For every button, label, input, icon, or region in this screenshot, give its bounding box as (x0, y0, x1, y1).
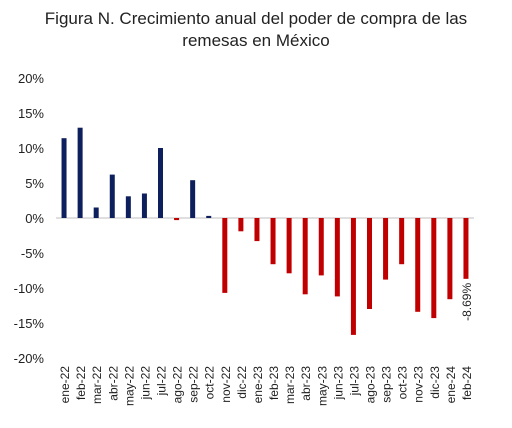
bar-sep-23 (383, 218, 389, 280)
y-tick-label: -15% (14, 316, 45, 331)
bar-feb-24 (463, 218, 469, 279)
x-tick-label: ago-23 (364, 366, 378, 404)
bar-jun-22 (141, 193, 147, 218)
bar-mar-23 (286, 218, 292, 274)
bar-ene-23 (254, 218, 260, 242)
bar-jun-23 (334, 218, 340, 297)
x-tick-label: jun-22 (138, 366, 152, 401)
x-tick-label: ene-22 (58, 366, 72, 404)
bar-nov-23 (415, 218, 421, 312)
chart-title: Figura N. Crecimiento anual del poder de… (0, 8, 512, 52)
bar-sep-22 (190, 180, 196, 218)
x-tick-label: sep-23 (380, 366, 394, 403)
bar-jul-23 (350, 218, 356, 335)
y-tick-label: -20% (14, 351, 45, 366)
y-tick-label: -10% (14, 281, 45, 296)
y-tick-label: 5% (25, 176, 44, 191)
bar-ago-22 (174, 218, 180, 221)
bar-abr-23 (302, 218, 308, 295)
y-tick-label: 10% (18, 141, 44, 156)
bar-mar-22 (93, 207, 99, 218)
bar-oct-23 (399, 218, 405, 265)
x-tick-label: jul-22 (155, 366, 169, 397)
x-tick-label: oct-23 (396, 366, 410, 400)
y-tick-label: 15% (18, 106, 44, 121)
x-tick-label: ene-23 (251, 366, 265, 404)
y-tick-label: 0% (25, 211, 44, 226)
bar-nov-22 (222, 218, 228, 293)
x-tick-label: feb-24 (460, 366, 474, 400)
x-tick-label: abr-23 (299, 366, 313, 401)
x-tick-label: jul-23 (347, 366, 361, 397)
x-tick-label: mar-23 (283, 366, 297, 404)
x-tick-label: dic-22 (235, 366, 249, 399)
bar-abr-22 (109, 174, 115, 218)
chart-title-line1: Figura N. Crecimiento anual del poder de… (44, 9, 468, 28)
bar-ago-23 (367, 218, 372, 309)
y-tick-label: -5% (21, 246, 45, 261)
x-tick-label: ago-22 (171, 366, 185, 404)
bar-feb-23 (270, 218, 276, 265)
x-tick-label: dic-23 (428, 366, 442, 399)
chart-title-line2: remesas en México (182, 31, 330, 50)
x-tick-label: jun-23 (331, 366, 345, 401)
x-tick-label: nov-22 (219, 366, 233, 403)
x-tick-label: sep-22 (187, 366, 201, 403)
x-tick-label: nov-23 (412, 366, 426, 403)
x-tick-label: ene-24 (444, 366, 458, 404)
bar-feb-22 (77, 127, 83, 218)
bar-ene-24 (447, 218, 453, 300)
x-tick-label: feb-23 (267, 366, 281, 400)
bar-jul-22 (158, 148, 163, 218)
bar-dic-22 (238, 218, 244, 232)
bar-may-22 (125, 196, 131, 218)
data-label-feb-24: -8.69% (460, 283, 474, 321)
x-tick-label: mar-22 (90, 366, 104, 404)
bar-dic-23 (431, 218, 437, 319)
x-tick-label: may-22 (122, 366, 136, 406)
x-tick-label: feb-22 (74, 366, 88, 400)
x-tick-label: oct-22 (203, 366, 217, 400)
x-tick-label: abr-22 (106, 366, 120, 401)
bar-ene-22 (61, 138, 67, 218)
bar-may-23 (318, 218, 324, 276)
x-tick-label: may-23 (315, 366, 329, 406)
bar-oct-22 (206, 215, 212, 218)
y-tick-label: 20% (18, 71, 44, 86)
